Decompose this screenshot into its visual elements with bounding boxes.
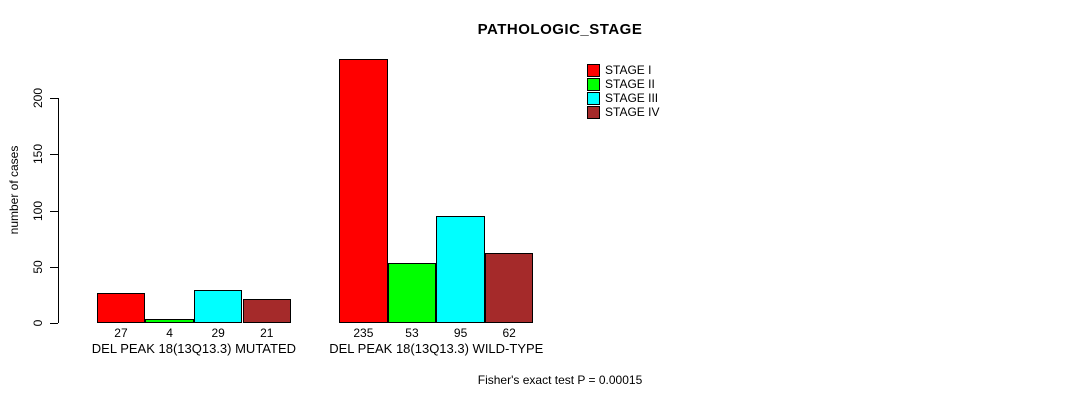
y-tick-mark <box>50 266 58 268</box>
legend-swatch-stage-ii <box>587 77 600 91</box>
bar-value-label: 21 <box>260 326 274 340</box>
legend-item-stage-i: STAGE I <box>587 63 659 77</box>
bar-value-label: 95 <box>453 326 468 340</box>
bar-stage-i-del-peak-18-13q13-3-mutated <box>96 292 146 323</box>
y-tick-mark <box>50 210 58 212</box>
legend-item-stage-iii: STAGE III <box>587 91 659 105</box>
chart-title: PATHOLOGIC_STAGE <box>477 21 643 38</box>
legend: STAGE I STAGE II STAGE III STAGE IV <box>587 63 659 119</box>
legend-label: STAGE IV <box>605 105 660 119</box>
y-tick-label: 0 <box>31 319 45 327</box>
legend-item-stage-iv: STAGE IV <box>587 105 659 119</box>
legend-swatch-stage-i <box>587 63 600 77</box>
legend-label: STAGE I <box>605 63 652 77</box>
bar-value-label: 29 <box>211 326 225 340</box>
legend-label: STAGE II <box>605 77 655 91</box>
bar-value-label: 27 <box>114 326 128 340</box>
bar-stage-iv-del-peak-18-13q13-3-mutated <box>242 299 292 323</box>
y-axis-label: number of cases <box>7 145 21 235</box>
bar-value-label: 53 <box>405 326 419 340</box>
footnote: Fisher's exact test P = 0.00015 <box>477 373 643 387</box>
y-tick-mark <box>50 154 58 156</box>
bar-stage-iv-del-peak-18-13q13-3-wild-type <box>484 253 534 323</box>
y-tick-label: 200 <box>31 87 45 109</box>
legend-swatch-stage-iii <box>587 91 600 105</box>
group-label: DEL PEAK 18(13Q13.3) MUTATED <box>91 341 296 356</box>
y-tick-mark <box>50 323 58 324</box>
y-tick-label: 150 <box>31 144 45 165</box>
bar-stage-i-del-peak-18-13q13-3-wild-type <box>339 58 388 323</box>
legend-label: STAGE III <box>605 91 659 105</box>
bar-stage-ii-del-peak-18-13q13-3-mutated <box>145 318 194 323</box>
group-label: DEL PEAK 18(13Q13.3) WILD-TYPE <box>329 341 544 356</box>
bar-stage-ii-del-peak-18-13q13-3-wild-type <box>387 263 437 323</box>
y-tick-label: 50 <box>31 260 45 274</box>
y-tick-mark <box>50 98 58 99</box>
bar-value-label: 235 <box>353 326 374 340</box>
y-tick-label: 100 <box>31 200 45 221</box>
bar-value-label: 4 <box>166 326 173 340</box>
y-axis-line <box>58 98 59 323</box>
legend-swatch-stage-iv <box>587 105 600 119</box>
bar-stage-iii-del-peak-18-13q13-3-mutated <box>193 290 243 323</box>
bar-stage-iii-del-peak-18-13q13-3-wild-type <box>436 216 485 323</box>
legend-item-stage-ii: STAGE II <box>587 77 659 91</box>
bar-value-label: 62 <box>502 326 516 340</box>
